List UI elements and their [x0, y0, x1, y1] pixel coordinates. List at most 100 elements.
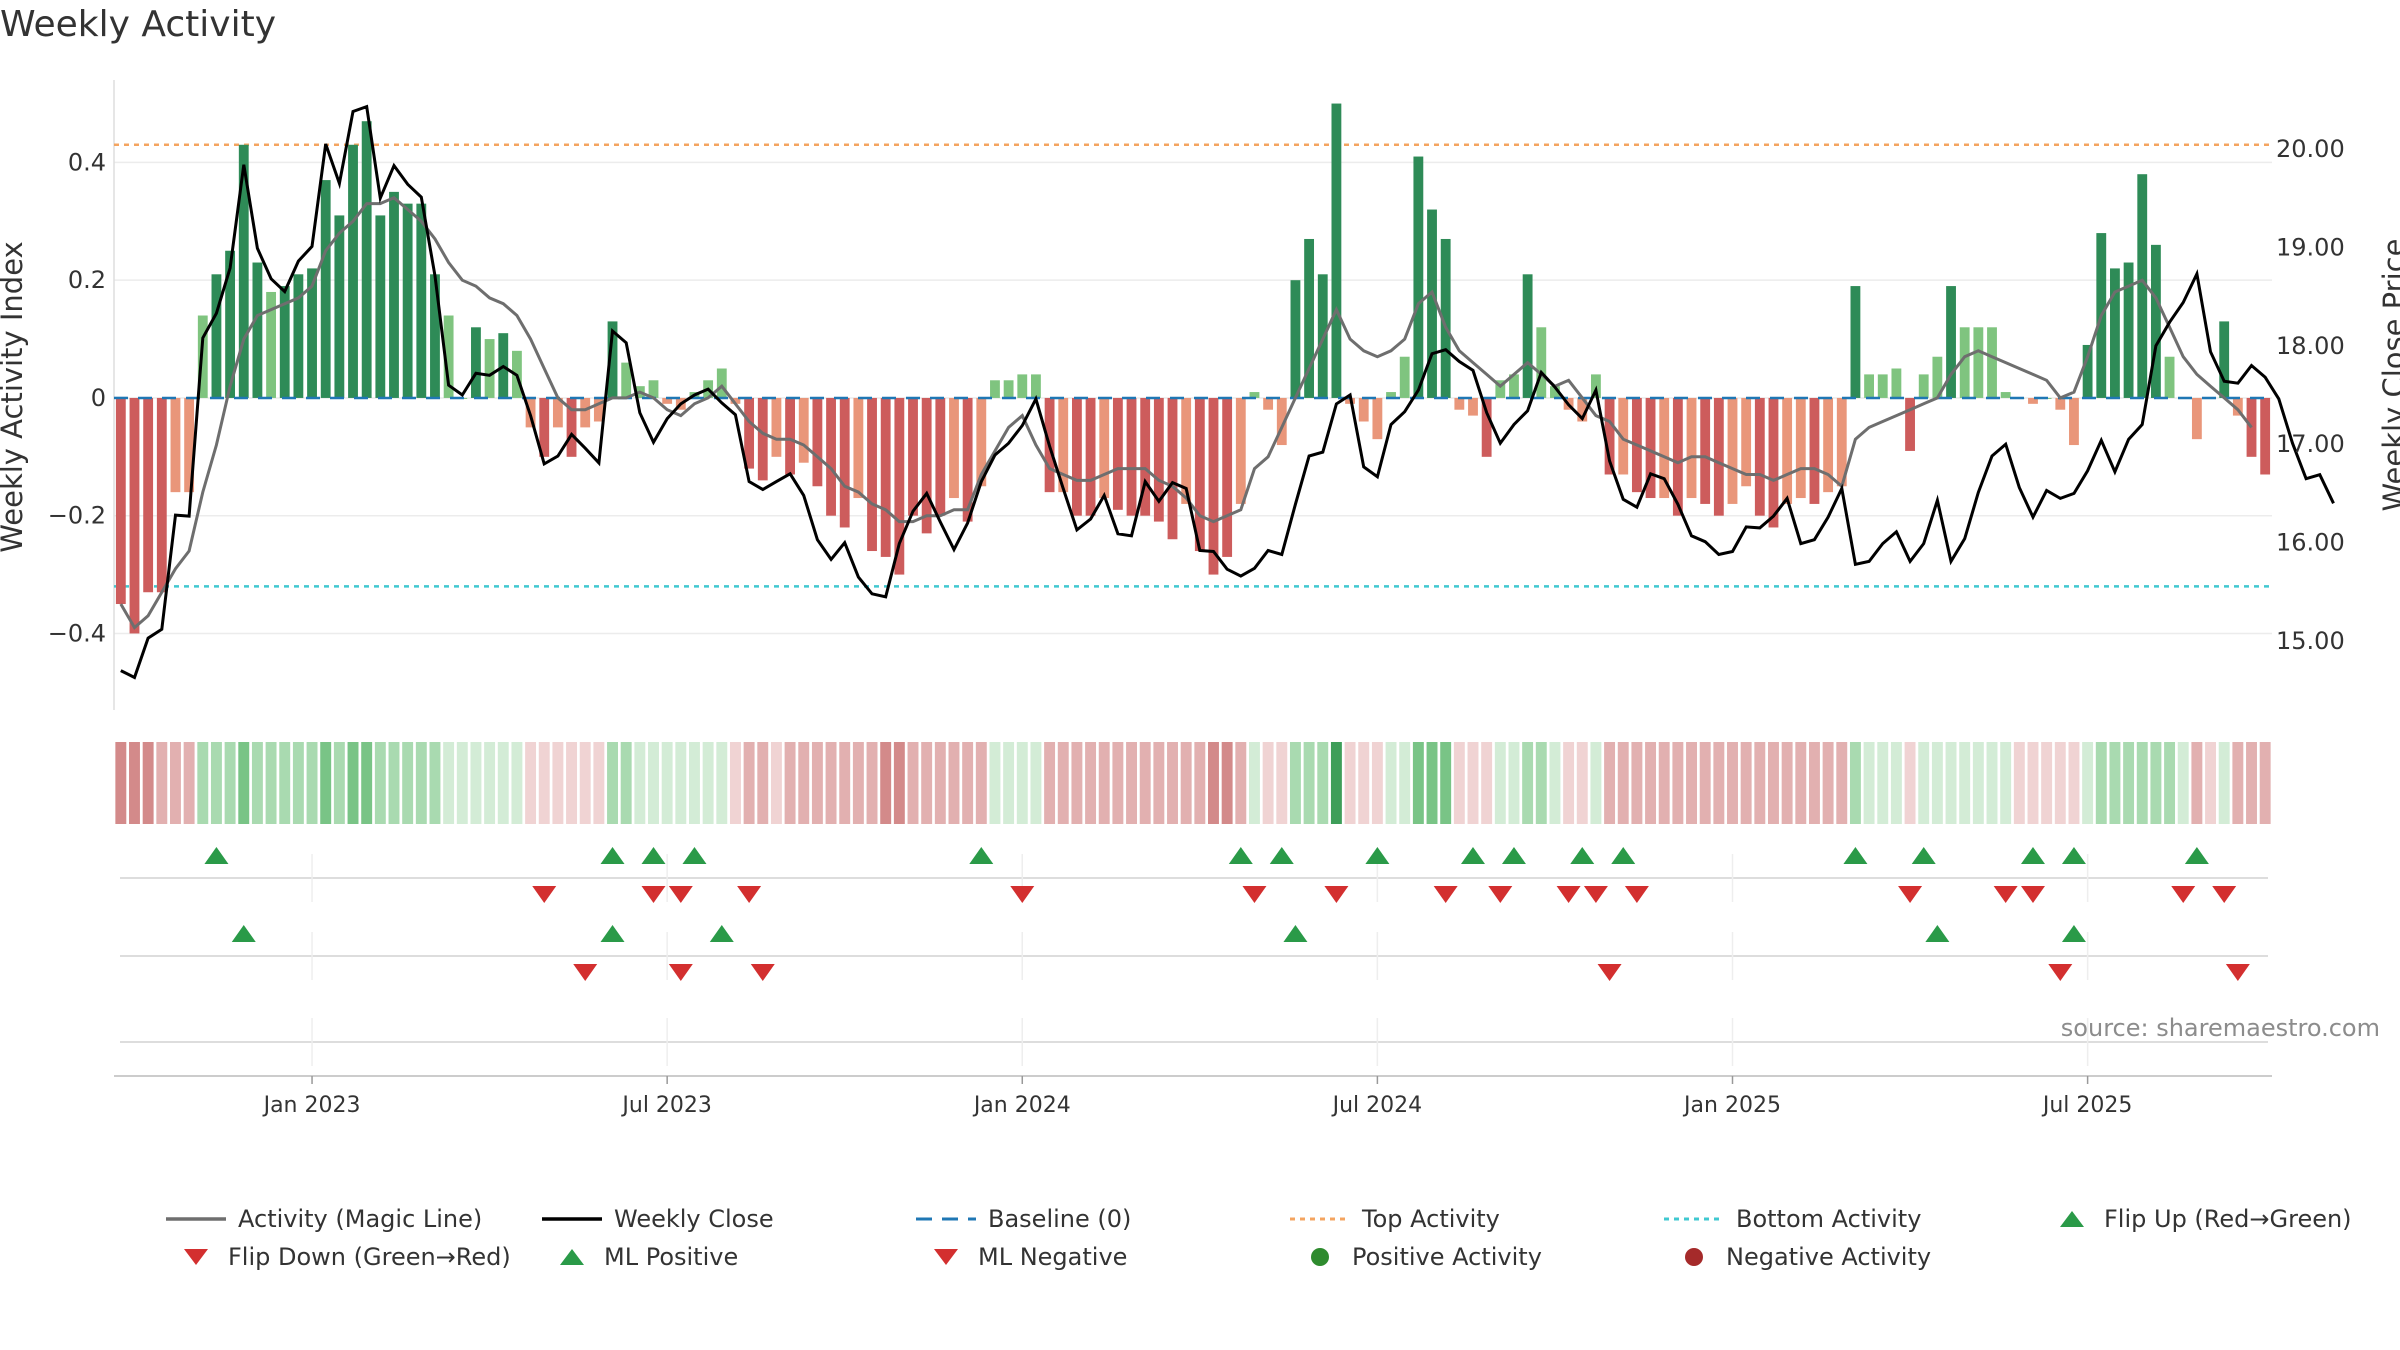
activity-band-cell — [320, 742, 332, 824]
activity-bar — [416, 203, 427, 398]
activity-band-cell — [1221, 742, 1233, 824]
activity-band-cell — [2013, 742, 2025, 824]
legend-item-magic-line: Activity (Magic Line) — [166, 1205, 482, 1233]
activity-band-cell — [197, 742, 209, 824]
activity-bar — [1891, 368, 1902, 398]
legend-item-ml-positive: ML Positive — [552, 1243, 738, 1271]
activity-band-cell — [1126, 742, 1138, 824]
activity-bar — [320, 180, 331, 398]
activity-bar — [566, 397, 577, 457]
activity-bar — [976, 397, 987, 487]
activity-bar — [2232, 397, 2243, 416]
activity-bar — [361, 121, 372, 398]
activity-bar — [1167, 397, 1178, 540]
activity-bar — [1604, 397, 1615, 475]
activity-band-cell — [1016, 742, 1028, 824]
activity-bar — [1249, 392, 1260, 398]
activity-band-cell — [675, 742, 687, 824]
activity-band-cell — [2095, 742, 2107, 824]
activity-bar — [2123, 262, 2134, 398]
activity-band-cell — [1139, 742, 1151, 824]
activity-band-cell — [1508, 742, 1520, 824]
activity-band-cell — [306, 742, 318, 824]
legend-label: Top Activity — [1362, 1205, 1500, 1233]
activity-band-cell — [607, 742, 618, 824]
marker-down — [1624, 886, 1649, 903]
activity-band-cell — [1194, 742, 1206, 824]
activity-bar — [935, 397, 946, 516]
activity-band-cell — [757, 742, 769, 824]
activity-bar — [990, 380, 1000, 398]
activity-bar — [2000, 392, 2011, 398]
triangle-up-icon — [2060, 1211, 2084, 1227]
magic-line — [119, 196, 2253, 630]
activity-bar — [1235, 397, 1246, 504]
activity-bar — [1659, 397, 1670, 499]
activity-bar — [471, 327, 481, 398]
activity-band-cell — [429, 742, 441, 824]
legend-label: ML Positive — [604, 1243, 739, 1271]
legend-dotted-icon — [1664, 1217, 1724, 1221]
activity-band-cell — [907, 742, 919, 824]
activity-band-cell — [2205, 742, 2217, 824]
marker-down — [2225, 964, 2250, 981]
activity-band-cell — [1399, 742, 1411, 824]
activity-band-cell — [115, 742, 127, 824]
activity-band-cell — [2123, 742, 2135, 824]
marker-down — [668, 964, 693, 981]
activity-band-cell — [1645, 742, 1657, 824]
activity-bar — [1194, 397, 1205, 552]
activity-bar — [1099, 397, 1110, 499]
activity-band-cell — [484, 742, 496, 824]
activity-band-cell — [921, 742, 933, 824]
activity-bar — [1768, 397, 1779, 528]
legend: Activity (Magic Line) Weekly Close Basel… — [160, 1205, 2380, 1285]
marker-down — [641, 886, 666, 903]
triangle-up-icon — [560, 1249, 584, 1265]
activity-bar — [552, 397, 563, 428]
activity-band-cell — [2027, 742, 2039, 824]
activity-bar — [1864, 374, 1874, 398]
marker-up — [1911, 847, 1936, 864]
marker-down — [2048, 964, 2073, 981]
activity-band-cell — [1303, 742, 1315, 824]
activity-band-cell — [1071, 742, 1083, 824]
activity-band-cell — [265, 742, 277, 824]
activity-band-cell — [716, 742, 728, 824]
activity-band-cell — [2068, 742, 2080, 824]
legend-line-icon — [542, 1217, 602, 1221]
activity-band-cell — [1358, 742, 1370, 824]
activity-bar — [1153, 397, 1164, 522]
activity-bar — [580, 397, 591, 428]
marker-up — [641, 847, 666, 864]
marker-up — [1611, 847, 1636, 864]
activity-bar — [1686, 397, 1697, 499]
marker-down — [1993, 886, 2018, 903]
activity-band-cell — [1959, 742, 1971, 824]
activity-band-cell — [2109, 742, 2121, 824]
activity-bar — [1468, 397, 1478, 416]
marker-down — [2020, 886, 2045, 903]
activity-bar — [648, 380, 659, 398]
activity-bar — [716, 368, 727, 398]
activity-band-cell — [1890, 742, 1902, 824]
activity-bar — [2028, 397, 2038, 404]
activity-band-cell — [784, 742, 796, 824]
activity-band-cell — [1972, 742, 1984, 824]
marker-up — [1570, 847, 1595, 864]
activity-band-cell — [142, 742, 154, 824]
activity-band-cell — [1658, 742, 1670, 824]
activity-bar — [1140, 397, 1151, 516]
activity-bar — [1809, 397, 1820, 504]
marker-up — [2061, 847, 2086, 864]
activity-band-cell — [1180, 742, 1192, 824]
activity-bar — [225, 250, 236, 398]
activity-bar — [1413, 156, 1424, 398]
activity-band-cell — [1863, 742, 1875, 824]
circle-icon — [1311, 1248, 1329, 1266]
activity-band-cell — [470, 742, 482, 824]
activity-bar — [921, 397, 932, 534]
y2-tick-label: 19.00 — [2276, 233, 2345, 261]
activity-bar — [143, 397, 154, 593]
